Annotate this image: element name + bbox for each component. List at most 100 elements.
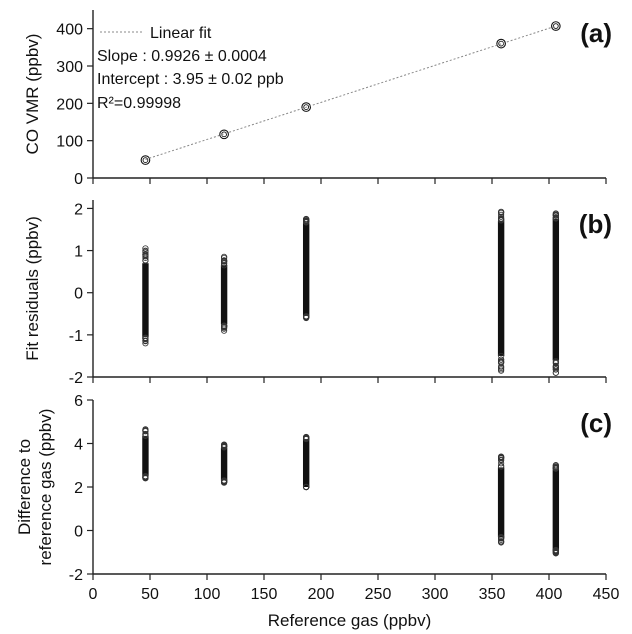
- residual-point: [221, 479, 228, 486]
- residual-point: [498, 462, 505, 470]
- x-tick-label: 100: [194, 586, 221, 603]
- y-tick-label: 0: [74, 171, 83, 188]
- dense-band: [220, 265, 228, 325]
- y-axis-title: Fit residuals (ppbv): [23, 216, 42, 361]
- point-column: [552, 210, 560, 376]
- fit-annotation: Intercept : 3.95 ± 0.02 ppb: [97, 71, 284, 88]
- point-column: [220, 253, 228, 334]
- x-tick-label: 0: [89, 586, 98, 603]
- data-point: [219, 129, 229, 140]
- y-tick-label: 0: [74, 524, 83, 541]
- point-column: [497, 453, 505, 546]
- x-tick-label: 200: [308, 586, 335, 603]
- residual-point: [303, 483, 310, 491]
- fit-line: [145, 25, 556, 160]
- data-point-inner: [142, 157, 149, 163]
- residual-point: [552, 362, 559, 369]
- dense-band: [142, 435, 149, 477]
- fit-annotation: Slope : 0.9926 ± 0.0004: [97, 48, 267, 65]
- y-tick-label: 1: [74, 244, 83, 261]
- panel-label: (c): [580, 408, 612, 438]
- residual-point: [303, 433, 310, 441]
- y-tick-label: -2: [69, 567, 83, 584]
- residual-point: [142, 245, 149, 252]
- residual-point: [221, 260, 228, 267]
- y-tick-label: 2: [74, 201, 83, 218]
- residual-point: [498, 211, 505, 218]
- y-axis-title: Difference to reference gas (ppbv): [15, 409, 55, 566]
- y-axis-title: CO VMR (ppbv): [23, 34, 42, 155]
- residual-point: [221, 262, 228, 269]
- panel-label: (b): [579, 209, 612, 239]
- dense-band: [302, 439, 310, 487]
- x-tick-label: 350: [479, 586, 506, 603]
- y-tick-label: 400: [56, 22, 83, 39]
- residual-point: [221, 258, 228, 265]
- x-tick-label: 250: [365, 586, 392, 603]
- residual-point: [142, 247, 149, 255]
- fit-annotation: R²=0.99998: [97, 95, 181, 112]
- residual-point: [221, 441, 228, 448]
- dense-band: [220, 447, 228, 481]
- residual-point: [498, 539, 505, 546]
- residual-point: [221, 327, 228, 334]
- panel-label: (a): [580, 18, 612, 48]
- dense-band: [497, 467, 505, 538]
- dense-band: [142, 263, 149, 337]
- data-point-inner: [303, 104, 310, 110]
- residual-point: [142, 473, 149, 480]
- residual-point: [552, 550, 559, 557]
- residual-point: [552, 462, 559, 469]
- x-axis-title: Reference gas (ppbv): [268, 611, 431, 630]
- y-tick-label: 6: [74, 393, 83, 410]
- y-tick-label: 2: [74, 480, 83, 497]
- residual-point: [142, 251, 149, 258]
- residual-point: [498, 367, 505, 374]
- x-tick-label: 450: [593, 586, 620, 603]
- residual-point: [303, 218, 310, 225]
- data-point: [140, 155, 151, 165]
- residual-point: [552, 465, 559, 472]
- data-point: [550, 21, 561, 31]
- residual-point: [498, 358, 505, 365]
- residual-point: [552, 369, 559, 376]
- residual-point: [498, 460, 505, 467]
- point-column: [302, 433, 310, 491]
- panel-b: -2 -1 0 1 2 Fit residuals (ppbv) (b): [23, 200, 612, 387]
- residual-point: [221, 253, 228, 260]
- residual-point: [552, 357, 559, 365]
- residual-point: [498, 453, 505, 460]
- residual-point: [498, 216, 505, 223]
- point-column: [142, 245, 149, 347]
- y-tick-label: 100: [56, 134, 83, 151]
- dense-band: [497, 221, 505, 356]
- point-column: [552, 462, 560, 557]
- residual-point: [498, 536, 505, 543]
- y-tick-label: 0: [74, 286, 83, 303]
- dense-band: [552, 469, 560, 551]
- y-tick-label: 300: [56, 59, 83, 76]
- y-tick-label: 200: [56, 96, 83, 113]
- dense-band: [302, 223, 310, 316]
- residual-point: [552, 215, 559, 222]
- residual-point: [552, 360, 559, 367]
- point-column: [497, 208, 505, 374]
- panel-a: 0 100 200 300 400 CO VMR (ppbv) (a) Linear fit S…: [23, 10, 612, 188]
- residual-point: [303, 215, 310, 223]
- x-tick-label: 400: [536, 586, 563, 603]
- x-tick-label: 300: [422, 586, 449, 603]
- dense-band: [552, 218, 560, 361]
- residual-point: [221, 322, 228, 329]
- data-point-inner: [552, 23, 559, 29]
- residual-point: [552, 211, 559, 219]
- residual-point: [498, 535, 505, 542]
- residual-point: [142, 426, 149, 433]
- panel-c: -2 0 2 4 6 0 50 100 150 200 250 300 350 400 450 Differe…: [15, 393, 619, 603]
- x-tick-label: 150: [251, 586, 278, 603]
- y-tick-label: 4: [74, 437, 83, 454]
- residual-point: [142, 475, 149, 482]
- residual-point: [498, 208, 505, 215]
- data-point-inner: [498, 40, 504, 47]
- residual-point: [552, 366, 559, 373]
